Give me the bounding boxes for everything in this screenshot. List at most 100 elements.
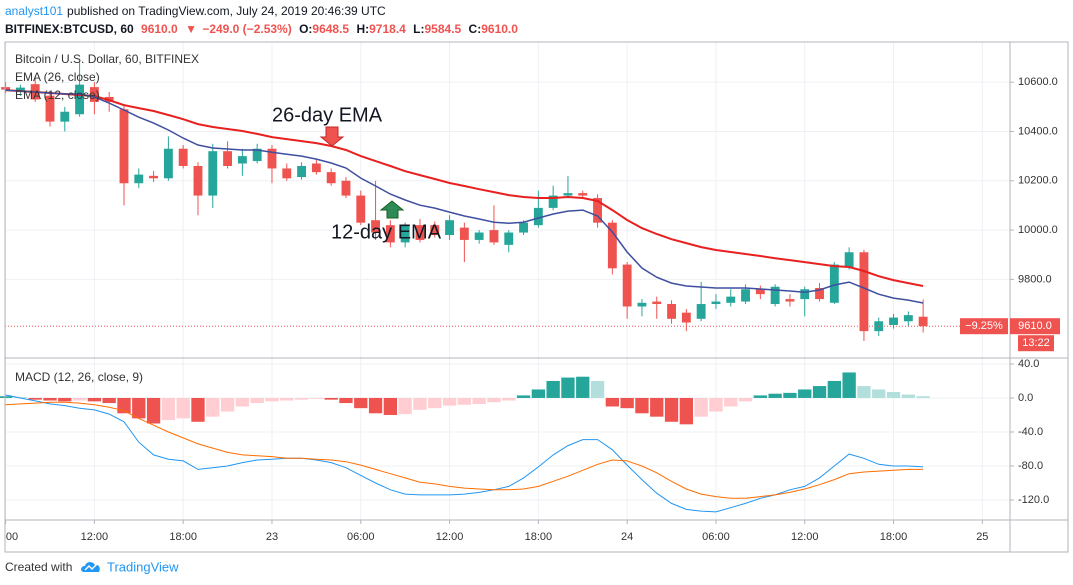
y-tick-label: -80.0 (1018, 460, 1043, 472)
y-tick-label: 0.0 (1018, 392, 1033, 404)
histogram-bar (265, 397, 279, 402)
x-tick-label: 12:00 (791, 531, 819, 543)
histogram-bar (339, 397, 353, 404)
histogram-bar (413, 397, 427, 410)
candle-body (89, 87, 99, 102)
candle-body (844, 252, 854, 268)
histogram-bar (28, 397, 42, 400)
candle-body (726, 296, 736, 303)
x-tick-label: 24 (621, 531, 633, 543)
histogram-bar (842, 372, 856, 398)
grid-layer (5, 42, 1010, 520)
histogram-bar (206, 397, 220, 417)
price-box (1010, 318, 1060, 335)
candle-body (223, 151, 233, 166)
histogram-bar (102, 397, 116, 404)
candle-body (356, 195, 366, 223)
candle-body (903, 315, 913, 322)
candle-body (134, 174, 144, 184)
candle-body (1, 87, 11, 90)
y-tick-label: 10600.0 (1018, 76, 1058, 88)
pane-title: Bitcoin / U.S. Dollar, 60, BITFINEX (15, 52, 199, 66)
pane-title: MACD (12, 26, close, 9) (15, 370, 143, 384)
candle-body (341, 180, 351, 196)
candle-body (637, 302, 647, 307)
histogram-bar (457, 397, 472, 405)
histogram-bar (368, 397, 383, 414)
histogram-bar (176, 397, 190, 419)
histogram-bar (664, 397, 679, 422)
candle-body (60, 111, 70, 122)
candle-body (208, 151, 218, 196)
histogram-bar (738, 397, 753, 402)
ohlc-value: 9648.5 (312, 22, 349, 36)
annotation-arrow (319, 126, 345, 147)
ohlc-label: L: (413, 22, 424, 36)
candle-body (711, 301, 721, 305)
histogram-bar (753, 395, 768, 398)
candle-body (755, 289, 765, 295)
ohlc-value: 9584.5 (425, 22, 462, 36)
header-line: analyst101 published on TradingView.com, … (5, 4, 386, 18)
candle-body (237, 156, 247, 164)
candle-body (504, 232, 514, 245)
x-tick-label: 12:00 (81, 531, 109, 543)
histogram-bar (635, 397, 649, 414)
candle-body (815, 287, 824, 300)
x-tick-label: 18:00 (525, 531, 553, 543)
candle-body (770, 286, 780, 305)
histogram-bar (576, 376, 590, 398)
candle-body (533, 207, 543, 226)
frame (4, 41, 1069, 553)
x-tick-label: 12:00 (436, 531, 464, 543)
candle-body (15, 87, 25, 93)
candle-body (829, 264, 839, 303)
histogram-bar (132, 397, 146, 419)
countdown-label: 13:22 (1022, 337, 1050, 349)
marks-layer (0, 62, 1010, 513)
candle-body (282, 168, 292, 179)
histogram-bar (442, 397, 457, 406)
histogram-bar (694, 397, 708, 417)
change: −249.0 (−2.53%) (202, 22, 291, 36)
candle-body (400, 225, 410, 243)
symbol: BITFINEX:BTCUSD, 60 (5, 22, 134, 36)
candle-body (371, 220, 381, 233)
histogram-bar (280, 397, 294, 401)
ema-line (5, 89, 924, 287)
histogram-bar (43, 397, 57, 401)
logo-mark (84, 563, 98, 571)
footer-brand: TradingView (107, 559, 179, 574)
ohlc-value: 9610.0 (481, 22, 518, 36)
candle-body (326, 172, 336, 184)
candle-body (445, 220, 455, 236)
histogram-bar (901, 394, 915, 398)
candle-body (889, 317, 898, 325)
y-tick-label: 9800.0 (1018, 273, 1052, 285)
histogram-bar (857, 386, 871, 398)
candle-body (800, 289, 810, 300)
candle-body (563, 193, 573, 196)
candle-body (163, 148, 173, 179)
annotation: 26-day EMA (272, 104, 383, 126)
candle-body (785, 299, 795, 302)
histogram-bar (886, 392, 901, 398)
candle-body (430, 225, 440, 236)
footer-text: Created with (5, 560, 72, 574)
histogram-bar (354, 397, 368, 409)
x-tick-label: 25 (976, 531, 988, 543)
histogram-bar (309, 397, 324, 399)
symbol-line: BITFINEX:BTCUSD, 60 9610.0 ▼ −249.0 (−2.… (5, 22, 518, 36)
y-tick-label: 40.0 (1018, 358, 1039, 370)
candle-body (459, 227, 469, 240)
candle-body (607, 222, 617, 269)
countdown-box (1018, 335, 1054, 352)
histogram-bar (398, 397, 412, 415)
histogram-bar (783, 392, 797, 398)
price-label: 9610.0 (1018, 320, 1052, 332)
candle-body (45, 95, 55, 122)
ohlc-label: C: (469, 22, 482, 36)
published: published on TradingView.com, July 24, 2… (67, 4, 386, 18)
candle-body (859, 252, 869, 332)
macd-line (5, 401, 924, 499)
